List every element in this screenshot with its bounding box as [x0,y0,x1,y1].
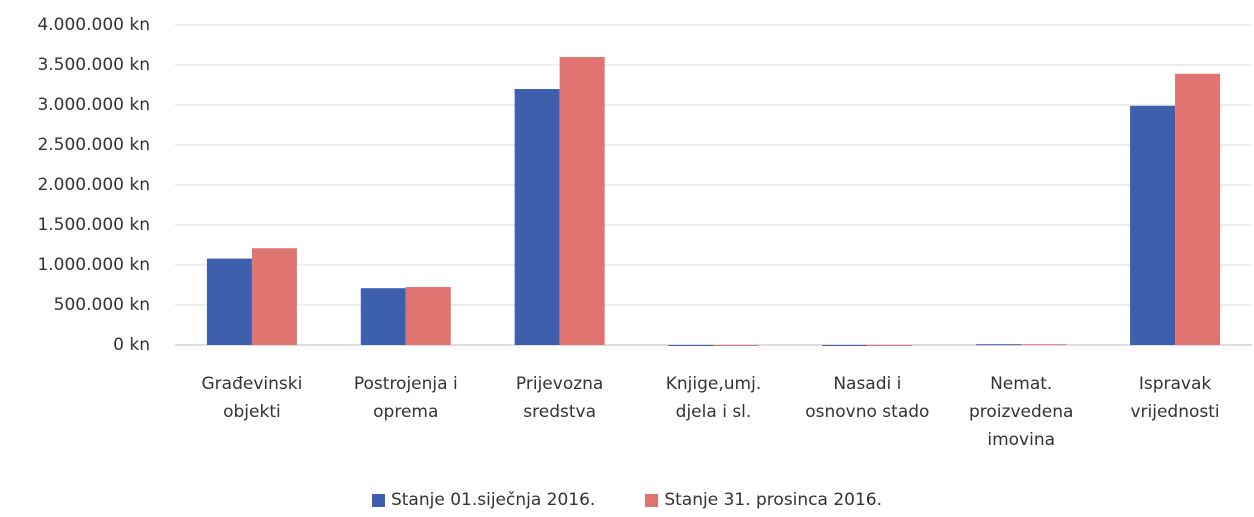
bar [713,345,759,346]
bar [405,287,451,345]
bar [559,57,605,345]
bar [514,89,560,345]
legend-swatch [371,493,385,507]
y-tick-label: 500.000 kn [54,295,150,315]
y-tick-label: 4.000.000 kn [37,15,150,35]
bar [668,345,714,346]
legend-label: Stanje 31. prosinca 2016. [664,490,883,510]
bar [206,258,252,345]
bar [822,345,868,346]
x-tick-label: Ispravak vrijednosti [1130,374,1220,422]
legend-swatch [645,493,659,507]
y-tick-label: 1.000.000 kn [37,255,150,275]
bar [251,248,297,345]
bar [976,344,1022,346]
x-tick-label: Građevinski objekti [201,374,303,422]
legend-item: Stanje 31. prosinca 2016. [645,490,882,510]
bar [1021,344,1067,346]
y-tick-label: 3.000.000 kn [37,95,150,115]
x-tick-label: Prijevozna sredstva [515,374,604,422]
x-tick-label: Postrojenja i oprema [353,374,458,422]
y-tick-label: 2.500.000 kn [37,135,150,155]
y-tick-label: 1.500.000 kn [37,215,150,235]
y-tick-label: 3.500.000 kn [37,55,150,75]
legend-label: Stanje 01.siječnja 2016. [390,490,596,510]
y-tick-label: 2.000.000 kn [37,175,150,195]
x-tick-label: Nasadi i osnovno stado [805,374,930,422]
bar [1175,73,1221,346]
x-tick-label: Nemat. proizvedena imovina [968,374,1074,450]
bar [360,288,406,345]
bar [1130,105,1176,345]
bar [867,345,913,346]
x-tick-label: Knjige,umj. djela i sl. [665,374,762,422]
legend-item: Stanje 01.siječnja 2016. [371,490,596,510]
legend: Stanje 01.siječnja 2016. Stanje 31. prosi… [0,490,1254,510]
y-tick-label: 0 kn [113,335,150,355]
